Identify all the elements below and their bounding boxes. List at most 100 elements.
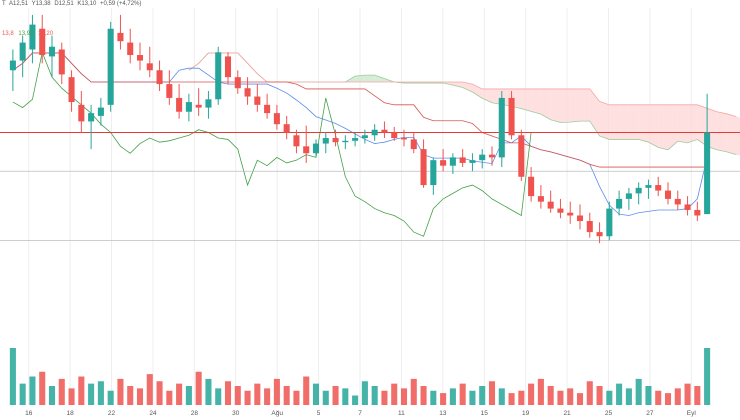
volume-bar [655, 390, 662, 405]
candle-body [88, 113, 95, 122]
x-tick-label: 30 [232, 410, 240, 417]
cloud-segment [677, 104, 688, 143]
volume-bar [293, 390, 300, 405]
volume-bar [410, 378, 417, 405]
candle-body [625, 193, 632, 199]
x-tick-label: 27 [646, 410, 654, 417]
volume-bar [371, 386, 378, 405]
volume-bar [322, 390, 329, 405]
volume-bar [391, 383, 398, 405]
volume-bar [488, 381, 496, 405]
candle-body [381, 129, 388, 133]
volume-bar [567, 388, 574, 405]
x-tick-label: 28 [191, 410, 199, 417]
candle-body [586, 221, 593, 233]
low-value: D12,51 [54, 1, 74, 7]
volume-bar [400, 388, 408, 405]
volume-bar [420, 386, 427, 405]
candle-body [469, 160, 476, 163]
candle-body [29, 24, 36, 50]
cloud-segment [560, 88, 571, 123]
volume-bar [479, 386, 486, 405]
candle-body [195, 104, 202, 108]
volume-bar [430, 390, 437, 405]
candle-body [635, 187, 642, 194]
cloud-segment [609, 104, 620, 140]
indicator-value-3: 13,20 [38, 31, 54, 37]
volume-bar [273, 378, 280, 405]
volume-bar [704, 348, 711, 405]
kijun-sen-line [12, 52, 708, 168]
candle-body [303, 146, 310, 154]
candle-body [508, 97, 515, 136]
cloud-segment [472, 84, 483, 99]
high-value: Y13,38 [31, 1, 51, 7]
volume-bar [224, 381, 232, 405]
candle-body [244, 88, 251, 97]
candle-body [78, 104, 85, 122]
candle-body [518, 135, 525, 177]
candle-body [273, 113, 280, 125]
candle-body [264, 104, 271, 114]
candle-body [342, 140, 349, 143]
ichimoku-lines [12, 50, 708, 237]
cloud-segment [355, 75, 365, 83]
volume-bar [117, 378, 124, 405]
candle-body [185, 102, 192, 112]
cloud-segment [521, 88, 532, 112]
x-tick-label: 16 [25, 410, 33, 417]
volume-bar [361, 381, 368, 405]
volume-bar [342, 388, 349, 405]
candle-body [254, 96, 261, 105]
candle-body [283, 124, 290, 133]
candle-body [371, 129, 378, 136]
volume-bar [68, 388, 75, 405]
volume-bar [459, 383, 466, 405]
volume-bar [283, 386, 290, 405]
volume-bar [185, 386, 192, 405]
volume-bar [469, 390, 476, 405]
open-value: A12,51 [9, 1, 29, 7]
candle-body [449, 157, 456, 166]
candle-body [664, 190, 672, 199]
indicator-value-1: 13,8 [2, 31, 14, 37]
candle-body [68, 77, 75, 103]
volume-bar [312, 383, 320, 405]
volume-bar [508, 393, 515, 405]
cloud-segment [716, 111, 727, 152]
volume-bar [586, 381, 593, 405]
volume-bar [606, 390, 613, 405]
volume-bar [215, 388, 222, 405]
volume-bar [78, 376, 85, 405]
change-value: +0,59 (+4,72%) [100, 1, 142, 7]
candle-body [156, 70, 163, 85]
volume-bar [352, 395, 359, 405]
cloud-segment [531, 88, 541, 115]
volume-bars [9, 348, 711, 405]
candle-body [391, 132, 398, 139]
candle-body [645, 185, 652, 188]
indicator-value-2: 13,93 [18, 31, 34, 37]
volume-bar [684, 383, 691, 405]
volume-bar [176, 383, 183, 405]
cloud-segment [452, 82, 463, 88]
candle-body [293, 135, 300, 147]
x-tick-label: 5 [317, 410, 321, 417]
volume-bar [48, 386, 56, 405]
cloud-segment [658, 104, 668, 150]
volume-bar [664, 393, 672, 405]
candle-body [205, 99, 212, 108]
candle-body [576, 215, 584, 222]
volume-bar [694, 386, 701, 405]
candle-body [616, 198, 623, 209]
volume-bar [576, 393, 584, 405]
volume-bar [332, 386, 339, 405]
candle-body [136, 55, 144, 61]
candle-body [58, 49, 65, 75]
volume-bar [254, 383, 261, 405]
x-tick-label: 7 [358, 410, 362, 417]
x-tick-label: 11 [398, 410, 405, 417]
chikou-span-line [12, 50, 532, 237]
cloud-segment [638, 104, 649, 143]
